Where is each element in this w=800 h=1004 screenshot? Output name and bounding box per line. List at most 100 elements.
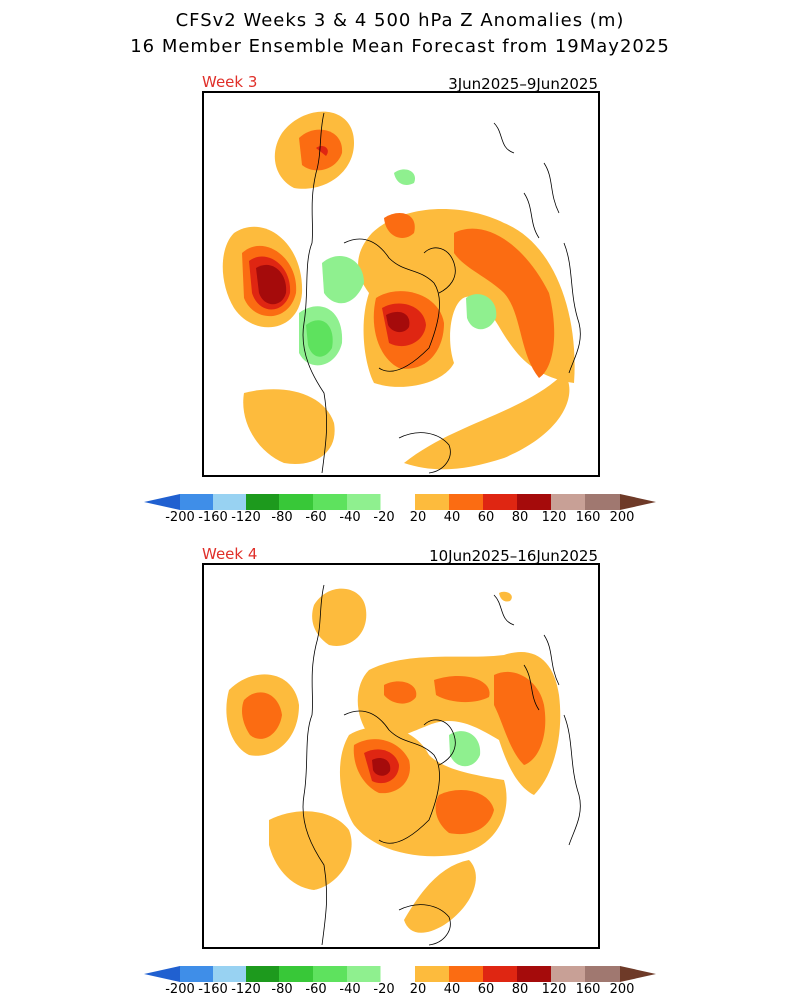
week3-colorbar-labels: -200 -160 -120 -80 -60 -40 -20 20 40 60 …: [0, 510, 800, 530]
colorbar-bin: [279, 494, 313, 510]
week3-date-range: 3Jun2025–9Jun2025: [448, 75, 598, 93]
colorbar-bin: [415, 966, 449, 982]
week4-anomaly-field: [226, 584, 581, 946]
colorbar-tick-label: -40: [339, 510, 361, 525]
colorbar-tick-label: 40: [443, 510, 461, 525]
week3-coastlines: [302, 112, 581, 474]
colorbar-tick-label: 80: [511, 510, 529, 525]
colorbar-tick-label: -200: [165, 510, 195, 525]
chart-title-line2: 16 Member Ensemble Mean Forecast from 19…: [130, 36, 670, 57]
anomaly-contour-n20: [394, 169, 415, 185]
week4-colorbar-labels: -200 -160 -120 -80 -60 -40 -20 20 40 60 …: [0, 982, 800, 1000]
week4-positive-anomalies: [226, 588, 561, 933]
anomaly-contour-p20: [404, 860, 476, 933]
anomaly-contour-n20: [449, 731, 481, 767]
anomaly-contour-p40: [434, 676, 490, 703]
colorbar-tick-label: -160: [198, 510, 228, 525]
colorbar-bin: [180, 966, 213, 982]
anomaly-contour-p20: [312, 588, 367, 646]
week3-colorbar: [144, 493, 656, 511]
colorbar-bin: [380, 965, 416, 983]
colorbar-arrow-negative: [144, 494, 180, 510]
anomaly-contour-p80: [256, 264, 287, 305]
anomaly-contour-n40: [306, 320, 333, 357]
week4-coastlines: [302, 584, 581, 946]
colorbar-tick-label: 60: [477, 982, 495, 997]
anomaly-contour-p40: [384, 213, 415, 238]
colorbar-bin: [347, 966, 381, 982]
colorbar-tick-label: 40: [443, 982, 461, 997]
week4-colorbar: [144, 965, 656, 983]
colorbar-bin: [313, 966, 347, 982]
colorbar-tick-label: 120: [541, 510, 567, 525]
colorbar-bin: [213, 494, 246, 510]
week3-anomaly-field: [222, 111, 581, 474]
colorbar-bin: [585, 494, 620, 510]
week4-negative-anomalies: [449, 731, 481, 767]
week4-label: Week 4: [202, 545, 258, 563]
colorbar-bin: [213, 966, 246, 982]
colorbar-tick-label: 200: [609, 982, 635, 997]
colorbar-tick-label: -160: [198, 982, 228, 997]
anomaly-contour-p40: [454, 228, 555, 378]
colorbar-arrow-negative: [144, 966, 180, 982]
colorbar-tick-label: 200: [609, 510, 635, 525]
week3-label: Week 3: [202, 73, 258, 91]
colorbar-bin: [517, 966, 551, 982]
colorbar-bin: [246, 966, 279, 982]
colorbar-tick-label: -80: [271, 510, 293, 525]
colorbar-tick-label: -200: [165, 982, 195, 997]
week3-map: [202, 91, 600, 477]
anomaly-contour-p20: [404, 373, 570, 470]
anomaly-contour-p40: [435, 790, 494, 835]
anomaly-contour-p40: [494, 671, 546, 765]
anomaly-contour-p60: [316, 145, 328, 156]
colorbar-tick-label: 160: [575, 510, 601, 525]
anomaly-contour-n20: [466, 294, 497, 330]
colorbar-arrow-positive: [620, 966, 656, 982]
colorbar-bin: [313, 494, 347, 510]
colorbar-bin: [517, 494, 551, 510]
colorbar-tick-label: -20: [373, 510, 395, 525]
colorbar-tick-label: 60: [477, 510, 495, 525]
anomaly-contour-p20: [243, 389, 335, 464]
anomaly-contour-n20: [322, 255, 364, 304]
week4-map: [202, 563, 600, 949]
colorbar-tick-label: -120: [231, 982, 261, 997]
colorbar-tick-label: -60: [305, 982, 327, 997]
week3-negative-anomalies: [299, 169, 497, 366]
colorbar-bin: [551, 966, 585, 982]
anomaly-contour-p40: [242, 692, 282, 739]
colorbar-tick-label: 80: [511, 982, 529, 997]
colorbar-bin: [483, 966, 517, 982]
anomaly-contour-p20: [499, 591, 512, 602]
colorbar-bin: [449, 494, 483, 510]
colorbar-bin: [279, 966, 313, 982]
colorbar-bin: [180, 494, 213, 510]
colorbar-tick-label: -40: [339, 982, 361, 997]
week3-positive-anomalies: [222, 111, 575, 470]
colorbar-bin: [551, 494, 585, 510]
colorbar-bin: [449, 966, 483, 982]
colorbar-tick-label: 120: [541, 982, 567, 997]
colorbar-tick-label: 20: [409, 982, 427, 997]
anomaly-contour-p80: [372, 758, 391, 776]
colorbar-tick-label: -80: [271, 982, 293, 997]
colorbar-tick-label: -60: [305, 510, 327, 525]
anomaly-contour-p20: [269, 811, 352, 890]
colorbar-tick-label: -120: [231, 510, 261, 525]
week4-date-range: 10Jun2025–16Jun2025: [429, 547, 598, 565]
colorbar-tick-label: -20: [373, 982, 395, 997]
colorbar-tick-label: 20: [409, 510, 427, 525]
anomaly-contour-p80: [386, 311, 410, 333]
colorbar-bin: [380, 493, 416, 511]
colorbar-bin: [585, 966, 620, 982]
anomaly-contour-p40: [384, 681, 417, 704]
colorbar-bin: [347, 494, 381, 510]
colorbar-bin: [483, 494, 517, 510]
colorbar-tick-label: 160: [575, 982, 601, 997]
chart-title-line1: CFSv2 Weeks 3 & 4 500 hPa Z Anomalies (m…: [175, 10, 625, 31]
colorbar-bin: [246, 494, 279, 510]
colorbar-arrow-positive: [620, 494, 656, 510]
colorbar-bin: [415, 494, 449, 510]
